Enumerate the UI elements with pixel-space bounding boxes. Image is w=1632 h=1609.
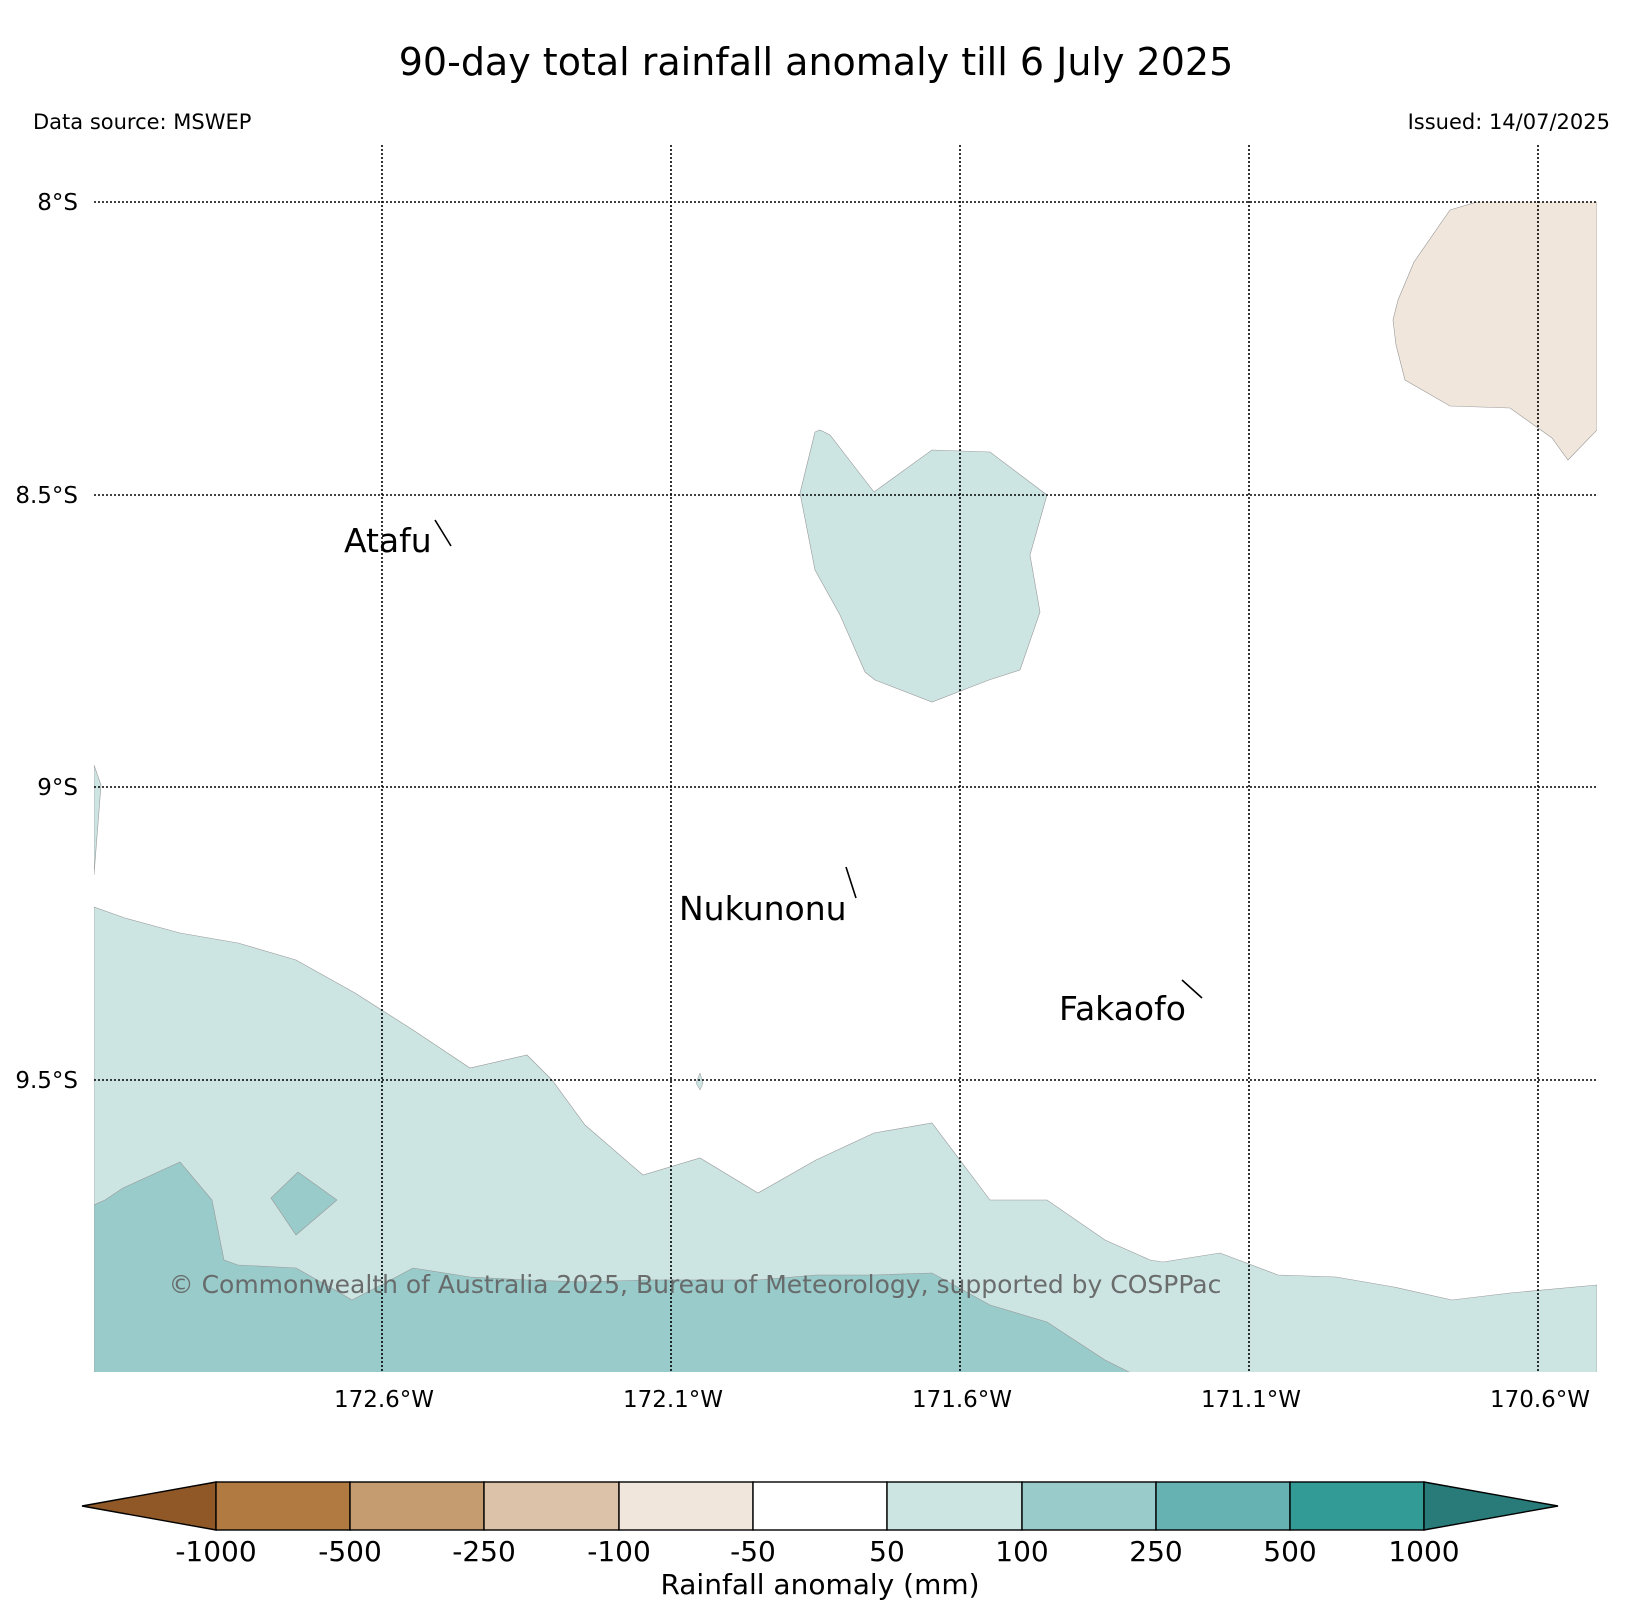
colorbar-segment	[483, 1481, 620, 1531]
colorbar-segment	[752, 1481, 888, 1531]
fakaofo-atoll-marker	[1181, 979, 1203, 999]
longitude-label: 172.6°W	[334, 1387, 434, 1413]
colorbar-segment	[1289, 1481, 1425, 1531]
longitude-label: 171.6°W	[912, 1387, 1012, 1413]
colorbar-title: Rainfall anomaly (mm)	[660, 1568, 979, 1601]
colorbar-tick-label: 50	[869, 1535, 905, 1568]
anomaly-region-wet-sliver	[94, 764, 102, 876]
colorbar-tick-label: -500	[318, 1535, 382, 1568]
latitude-label: 8°S	[37, 190, 78, 216]
colorbar-tick-label: -100	[587, 1535, 651, 1568]
colorbar-tick-label: 500	[1263, 1535, 1316, 1568]
colorbar-segment	[215, 1481, 351, 1531]
colorbar-extend-low	[81, 1481, 217, 1531]
latitude-label: 9.5°S	[15, 1068, 78, 1094]
longitude-label: 172.1°W	[623, 1387, 723, 1413]
colorbar-extend-high	[1423, 1481, 1559, 1531]
anomaly-region-wet-central	[799, 429, 1048, 703]
data-source-label: Data source: MSWEP	[33, 110, 252, 134]
place-label-fakaofo: Fakaofo	[1059, 989, 1186, 1028]
colorbar-tick-label: -250	[452, 1535, 516, 1568]
atafu-atoll-marker	[434, 519, 452, 547]
colorbar-tick-label: 1000	[1388, 1535, 1459, 1568]
anomaly-region-dry	[1392, 202, 1597, 461]
anomaly-region-wet-south	[94, 906, 1597, 1372]
anomaly-region-wet-diamond	[270, 1171, 338, 1236]
anomaly-region-wet-speck	[695, 1072, 704, 1091]
anomaly-region-wet-deep	[94, 1161, 1130, 1372]
colorbar-segment	[1021, 1481, 1157, 1531]
colorbar-tick-label: 100	[995, 1535, 1048, 1568]
colorbar-segment	[1155, 1481, 1291, 1531]
longitude-label: 171.1°W	[1201, 1387, 1301, 1413]
place-label-nukunonu: Nukunonu	[679, 889, 847, 928]
latitude-label: 8.5°S	[15, 483, 78, 509]
issued-date-label: Issued: 14/07/2025	[1407, 110, 1610, 134]
latitude-label: 9°S	[37, 775, 78, 801]
copyright-notice: © Commonwealth of Australia 2025, Bureau…	[168, 1270, 1222, 1299]
colorbar-tick-label: -50	[730, 1535, 776, 1568]
colorbar-tick-label: 250	[1129, 1535, 1182, 1568]
nukunonu-atoll-marker	[845, 866, 857, 899]
map-title: 90-day total rainfall anomaly till 6 Jul…	[398, 40, 1234, 84]
colorbar-segment	[886, 1481, 1023, 1531]
colorbar-segment	[349, 1481, 485, 1531]
colorbar-segment	[618, 1481, 754, 1531]
graticule	[94, 145, 1597, 1372]
colorbar	[81, 1481, 1559, 1531]
colorbar-tick-label: -1000	[175, 1535, 256, 1568]
place-label-atafu: Atafu	[344, 521, 432, 560]
longitude-label: 170.6°W	[1490, 1387, 1590, 1413]
